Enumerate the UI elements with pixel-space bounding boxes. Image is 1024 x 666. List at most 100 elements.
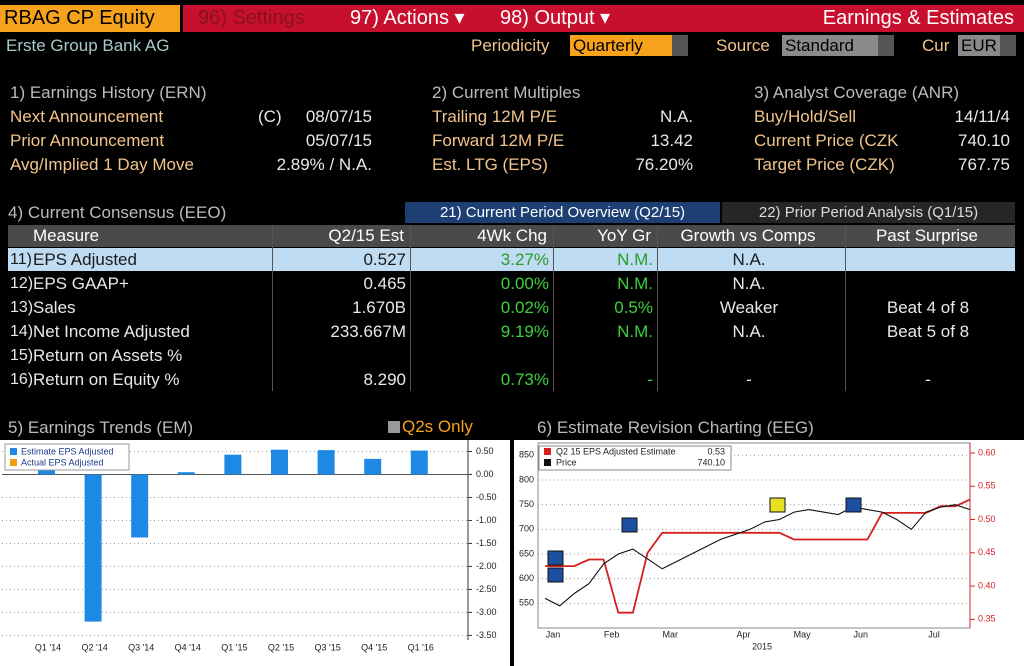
page-title: Earnings & Estimates [822, 7, 1014, 29]
column-header: Growth vs Comps [680, 226, 816, 245]
bar [364, 458, 382, 475]
legend-swatch [544, 448, 551, 455]
cell: N.M. [617, 274, 653, 293]
x-tick-label: Q4 '14 [175, 642, 201, 652]
bar [224, 454, 242, 475]
x-tick-label: Jun [854, 629, 869, 639]
menu-item[interactable]: 98) Output ▾ [500, 7, 611, 29]
toggle[interactable]: Q2s Only [402, 417, 473, 436]
cell: 233.667M [330, 322, 406, 341]
field-value: 740.10 [958, 131, 1010, 150]
row-measure[interactable]: EPS Adjusted [33, 250, 137, 269]
cell: Beat 5 of 8 [886, 322, 970, 341]
ticker[interactable]: RBAG CP Equity [0, 5, 180, 32]
event-icon [769, 497, 786, 513]
dropdown-arrow[interactable] [672, 35, 688, 56]
legend-swatch [544, 459, 551, 466]
menu-item[interactable]: 96) Settings [198, 7, 305, 29]
y-tick-label: 850 [519, 450, 534, 460]
event-icon [621, 517, 638, 533]
cell: 0.73% [500, 370, 549, 389]
tab[interactable]: 21) Current Period Overview (Q2/15) [405, 202, 720, 223]
y2-tick-label: 0.45 [978, 547, 996, 557]
y2-tick-label: 0.55 [978, 481, 996, 491]
row-number[interactable]: 16) [10, 371, 34, 388]
y-tick-label: -1.50 [476, 538, 497, 548]
y-tick-label: 800 [519, 474, 534, 484]
menu-bar [183, 5, 1024, 32]
field-value: 2.89% / N.A. [276, 155, 372, 174]
x-tick-label: Q1 '14 [35, 642, 61, 652]
row-highlight[interactable] [8, 248, 1015, 271]
dropdown[interactable]: EUR [958, 35, 1000, 56]
cell: 0.465 [363, 274, 406, 293]
cell: N.M. [617, 322, 653, 341]
column-header: YoY Gr [597, 226, 651, 245]
cell: 3.27% [500, 250, 549, 269]
tab[interactable]: 22) Prior Period Analysis (Q1/15) [722, 202, 1015, 223]
event-icon [547, 567, 564, 583]
row-number[interactable]: 13) [10, 299, 34, 316]
x-tick-label: Apr [737, 629, 751, 639]
field-label: Prior Announcement [10, 131, 165, 150]
row-measure[interactable]: Return on Equity % [33, 370, 180, 389]
field-value: 13.42 [650, 131, 693, 150]
cell: 0.527 [363, 250, 406, 269]
cell: 8.290 [363, 370, 406, 389]
dropdown-arrow[interactable] [1000, 35, 1016, 56]
row-measure[interactable]: EPS GAAP+ [33, 274, 129, 293]
dropdown[interactable]: Standard [782, 35, 878, 56]
x-tick-label: Mar [662, 629, 678, 639]
row-measure[interactable]: Sales [33, 298, 76, 317]
cell: - [746, 370, 752, 389]
field-label: Target Price (CZK) [754, 155, 895, 174]
y-tick-label: 700 [519, 524, 534, 534]
legend-swatch [10, 448, 17, 455]
bar [84, 474, 102, 622]
y2-tick-label: 0.40 [978, 580, 996, 590]
column-header: Past Surprise [875, 226, 979, 245]
y-tick-label: 0.00 [476, 469, 494, 479]
dropdown-arrow[interactable] [878, 35, 894, 56]
cell: 9.19% [500, 322, 549, 341]
row-number[interactable]: 15) [10, 347, 34, 364]
cell: N.M. [617, 250, 653, 269]
row-number[interactable]: 14) [10, 323, 34, 340]
table-header [8, 225, 1015, 247]
row-measure[interactable]: Net Income Adjusted [33, 322, 190, 341]
column-divider [657, 225, 658, 391]
x-tick-label: Q2 '15 [268, 642, 294, 652]
y-tick-label: -2.50 [476, 584, 497, 594]
row-measure[interactable]: Return on Assets % [33, 346, 183, 365]
bar [131, 474, 149, 538]
y-tick-label: -3.00 [476, 607, 497, 617]
cell: - [925, 370, 931, 389]
cell: - [647, 370, 653, 389]
field-value: N.A. [659, 107, 693, 126]
x-tick-label: Q1 '15 [221, 642, 247, 652]
label: Periodicity [471, 36, 550, 55]
y-tick-label: -1.00 [476, 515, 497, 525]
bar [271, 449, 288, 475]
legend-swatch [10, 459, 17, 466]
field-label: Trailing 12M P/E [432, 107, 558, 126]
toggle-box[interactable] [388, 421, 400, 433]
x-tick-label: Q4 '15 [361, 642, 387, 652]
row-number[interactable]: 11) [10, 251, 32, 268]
field-label: Next Announcement [10, 107, 164, 126]
column-header: Measure [33, 226, 100, 245]
row-number[interactable]: 12) [10, 275, 34, 292]
event-icon [547, 550, 564, 566]
legend-box [4, 443, 130, 471]
legend-label: Estimate EPS Adjusted [21, 446, 114, 456]
menu-item[interactable]: 97) Actions ▾ [350, 7, 465, 29]
chart-title: 6) Estimate Revision Charting (EEG) [537, 418, 814, 437]
label: Cur [922, 36, 950, 55]
dropdown[interactable]: Quarterly [570, 35, 672, 56]
section-title: 1) Earnings History (ERN) [10, 83, 207, 102]
series-line [544, 504, 971, 607]
column-divider [845, 225, 846, 391]
cell: 0.5% [614, 298, 653, 317]
